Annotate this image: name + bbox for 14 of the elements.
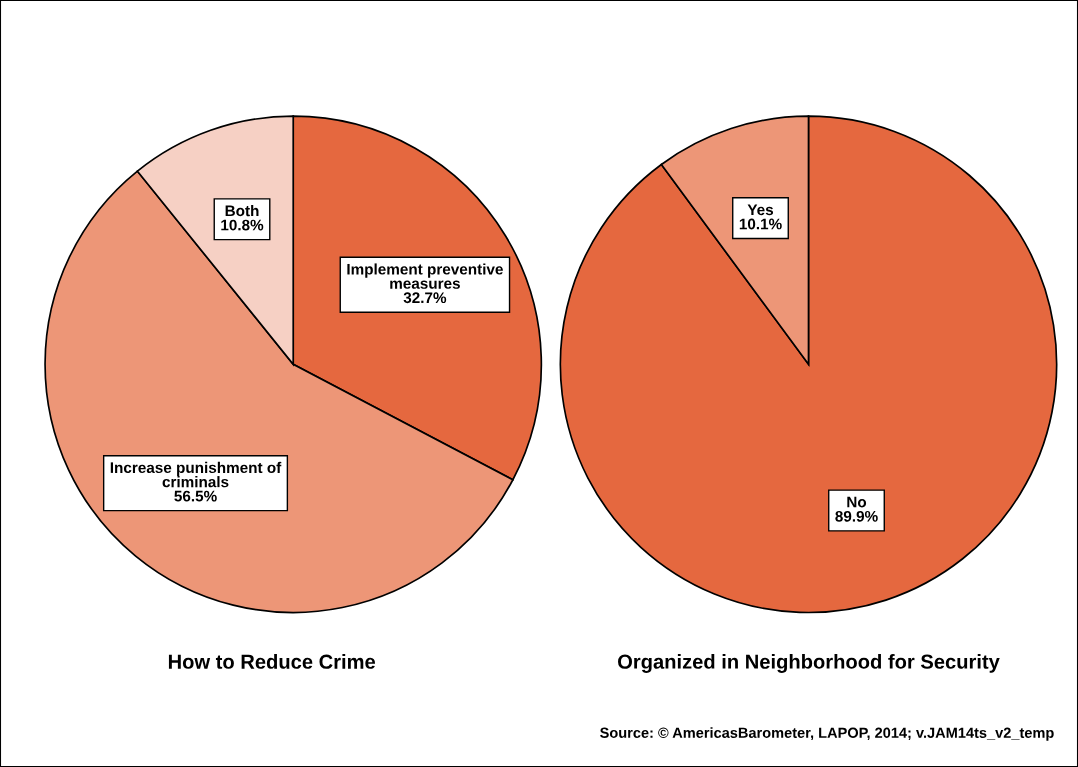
slice-label: Both xyxy=(225,205,259,217)
slice-label: Increase punishment of criminals xyxy=(110,461,282,488)
text: How to Reduce Crime xyxy=(168,654,376,669)
slice-label: Yes xyxy=(747,204,774,216)
data-label: 56.5% xyxy=(174,490,217,502)
pie-slice xyxy=(559,115,1058,614)
data-label: 89.9% xyxy=(835,510,878,522)
slice-label: No xyxy=(847,496,867,508)
data-label: 32.7% xyxy=(403,292,447,304)
data-label: 10.1% xyxy=(739,218,782,230)
source-note: Source: © AmericasBarometer, LAPOP, 2014; v.JAM14ts_v2_temp xyxy=(600,727,1054,741)
slice-label: Implement preventive measures xyxy=(347,263,503,289)
text: Organized in Neighborhood for Security xyxy=(618,654,1000,673)
data-label: 10.8% xyxy=(221,219,264,231)
